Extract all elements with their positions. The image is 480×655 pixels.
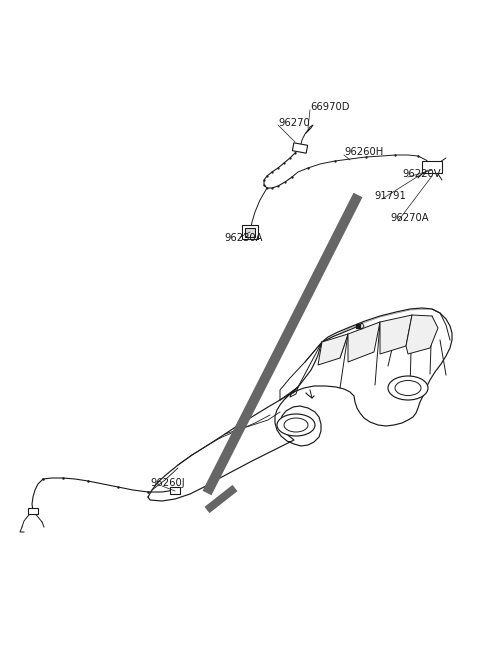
Text: 96230A: 96230A (224, 233, 263, 243)
Ellipse shape (277, 414, 315, 436)
Polygon shape (348, 322, 380, 362)
Text: 91791: 91791 (374, 191, 406, 201)
Bar (292, 143, 308, 153)
Bar (28, 508, 38, 514)
Bar (245, 227, 255, 236)
Polygon shape (406, 315, 438, 354)
Text: 96260J: 96260J (150, 478, 185, 488)
Text: 96220V: 96220V (402, 169, 441, 179)
Ellipse shape (388, 376, 428, 400)
Polygon shape (318, 334, 348, 365)
Polygon shape (203, 193, 362, 495)
Ellipse shape (395, 381, 421, 396)
Text: 66970D: 66970D (310, 102, 349, 112)
Bar (170, 487, 180, 493)
Text: 96270: 96270 (278, 118, 310, 128)
Polygon shape (204, 485, 238, 513)
Polygon shape (380, 315, 412, 354)
Text: 96270A: 96270A (390, 213, 429, 223)
Text: 96260H: 96260H (344, 147, 383, 157)
Polygon shape (148, 308, 452, 501)
Ellipse shape (284, 418, 308, 432)
Bar (242, 225, 258, 239)
Bar (422, 161, 442, 173)
